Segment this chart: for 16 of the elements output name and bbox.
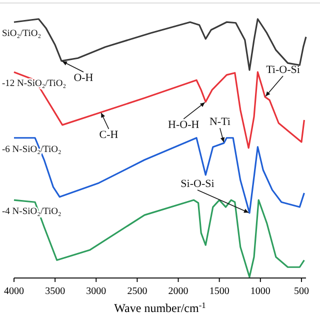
x-tick-label: 4000 [4,286,24,297]
annotation: H-O-H [168,118,200,131]
x-tick-label: 500 [294,286,309,297]
x-axis-title: Wave number/cm$^{-1}$ [114,300,206,315]
annotation: Si-O-Si [180,178,214,190]
annotation: N-Ti [209,116,230,128]
x-tick-label: 1500 [209,286,230,297]
x-tick-label: 1000 [250,286,270,297]
x-tick-label: 2500 [127,286,148,297]
annotation: Ti-O-Si [266,64,300,76]
series-label: SiO₂/TiO₂ [2,29,42,40]
x-tick-label: 3500 [45,286,66,297]
annotation: C-H [99,128,118,141]
annotation: O-H [74,72,94,84]
x-tick-label: 2000 [168,286,188,297]
x-tick-label: 3000 [86,286,106,297]
